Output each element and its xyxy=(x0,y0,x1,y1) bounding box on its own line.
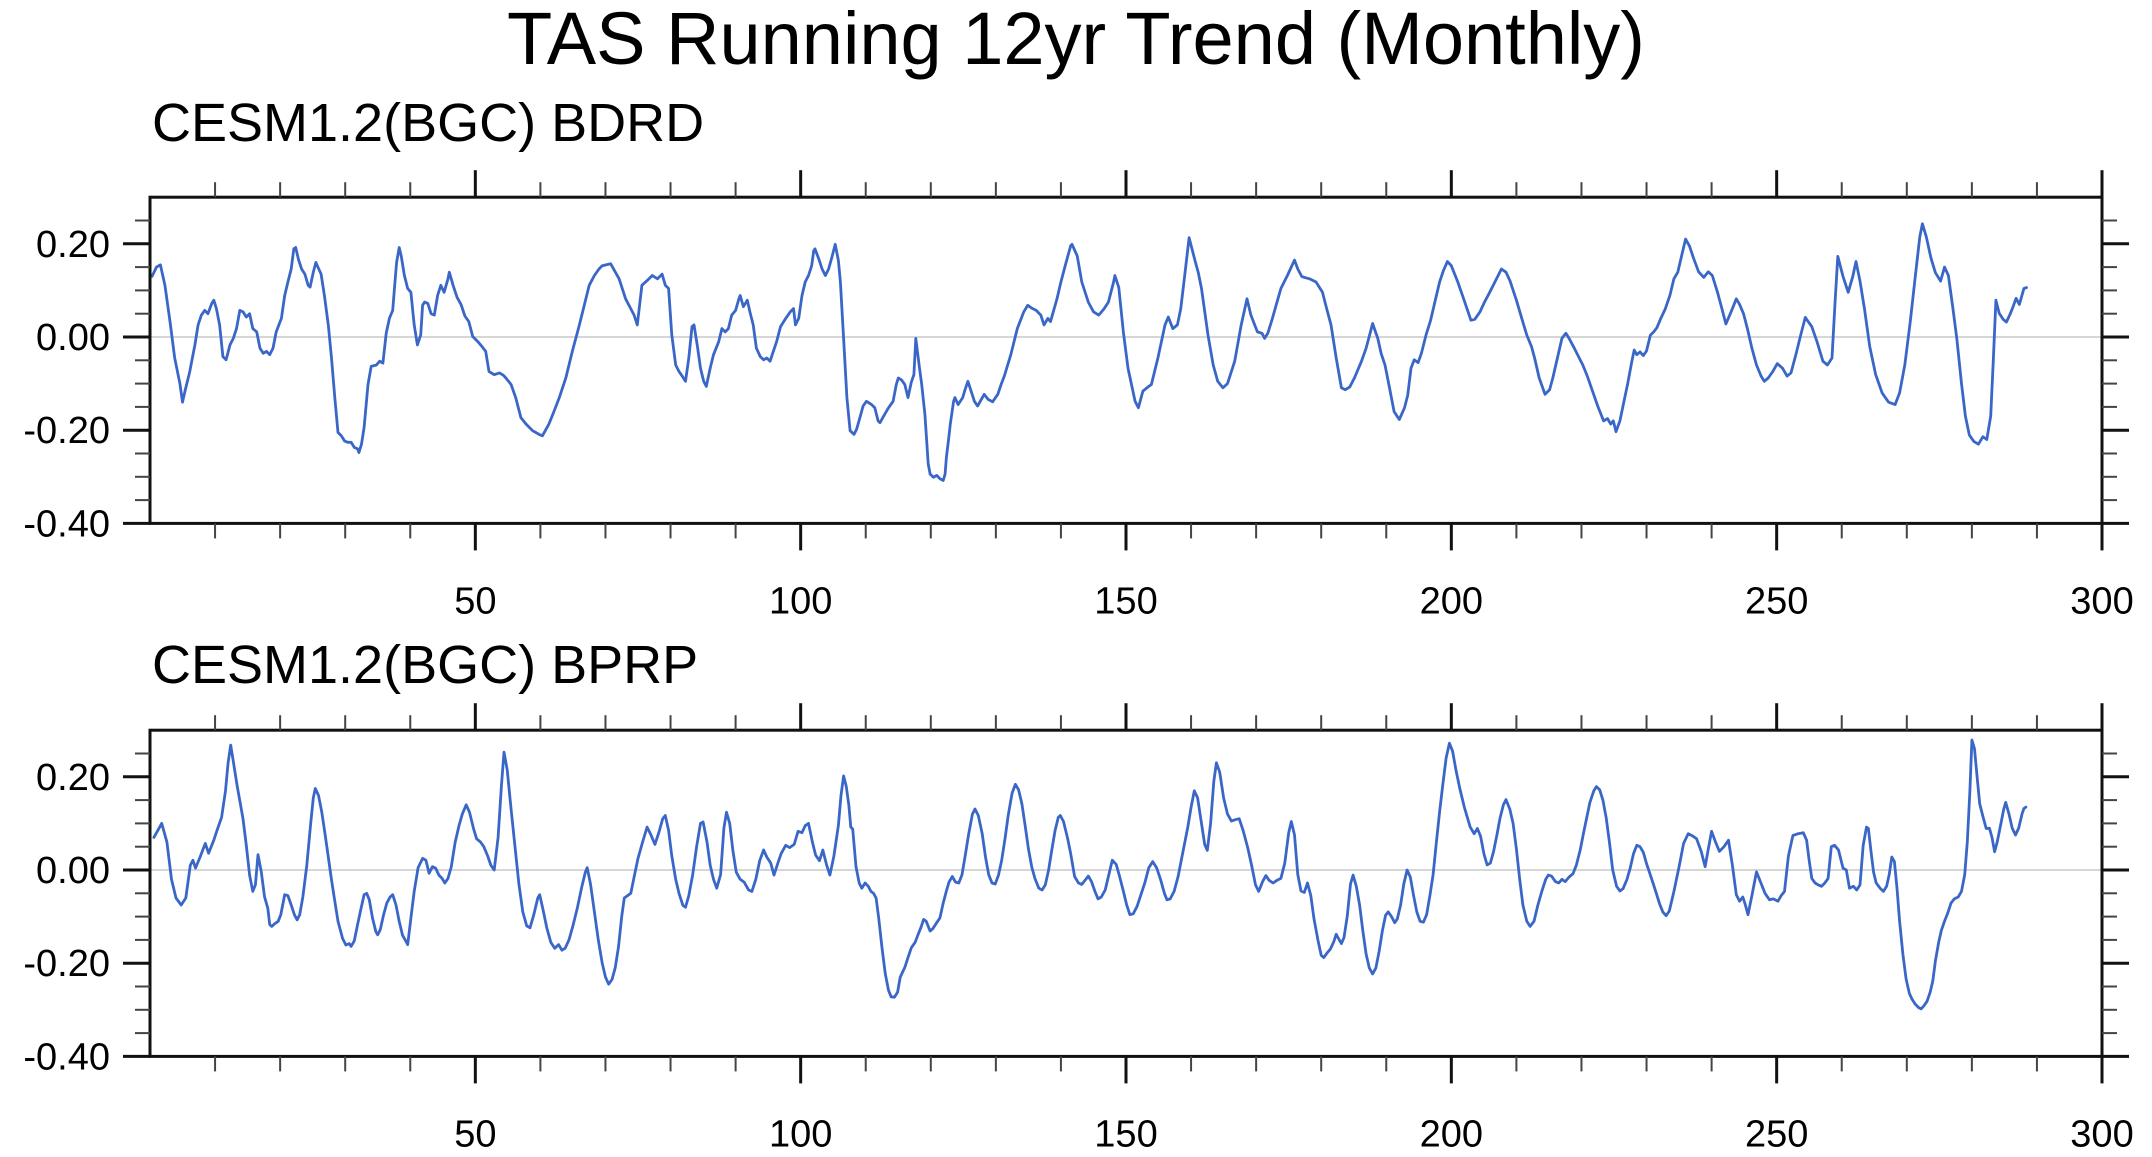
trend-line-bprp xyxy=(152,738,2028,1011)
panel-title-bprp: CESM1.2(BGC) BPRP xyxy=(152,635,699,695)
x-tick-label: 300 xyxy=(2070,580,2133,622)
y-tick-label: -0.20 xyxy=(23,410,110,452)
x-tick-label: 200 xyxy=(1420,1113,1483,1155)
figure-title: TAS Running 12yr Trend (Monthly) xyxy=(507,0,1645,80)
y-tick-label: 0.00 xyxy=(36,317,110,359)
x-tick-label: 150 xyxy=(1094,580,1157,622)
panel-title-bdrd: CESM1.2(BGC) BDRD xyxy=(152,93,705,153)
panel-plot-bdrd: 50 100 150 200 250 300 0.20 0.00 -0.20 -0.40 xyxy=(23,170,2134,622)
y-tick-label: -0.40 xyxy=(23,1036,110,1078)
x-tick-label: 100 xyxy=(769,580,832,622)
axis-frame xyxy=(148,728,2104,1058)
x-tick-label: 300 xyxy=(2070,1113,2133,1155)
panel-plot-bprp: 50 100 150 200 250 300 0.20 0.00 -0.20 -0.40 xyxy=(23,703,2134,1155)
axis-ticks: 50 100 150 200 250 300 0.20 0.00 -0.20 -0.40 xyxy=(23,170,2134,622)
y-tick-label: 0.20 xyxy=(36,757,110,799)
y-tick-label: -0.20 xyxy=(23,943,110,985)
y-tick-label: 0.20 xyxy=(36,224,110,266)
x-tick-label: 250 xyxy=(1745,580,1808,622)
x-tick-label: 100 xyxy=(769,1113,832,1155)
x-tick-label: 200 xyxy=(1420,580,1483,622)
axis-ticks: 50 100 150 200 250 300 0.20 0.00 -0.20 -0.40 xyxy=(23,703,2134,1155)
y-tick-label: 0.00 xyxy=(36,850,110,892)
x-tick-label: 50 xyxy=(454,1113,496,1155)
trend-line-bdrd xyxy=(150,222,2028,482)
y-tick-label: -0.40 xyxy=(23,503,110,545)
x-tick-label: 250 xyxy=(1745,1113,1808,1155)
x-tick-label: 50 xyxy=(454,580,496,622)
x-tick-label: 150 xyxy=(1094,1113,1157,1155)
